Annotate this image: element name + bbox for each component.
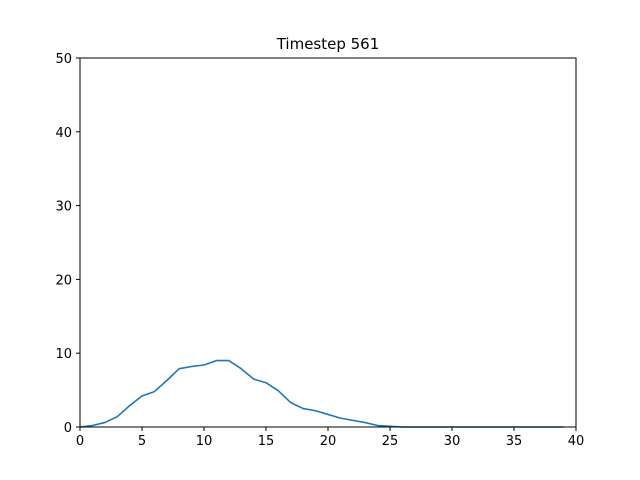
x-tick-label: 10 bbox=[196, 434, 213, 449]
x-tick-label: 30 bbox=[444, 434, 461, 449]
y-tick-label: 0 bbox=[64, 421, 72, 436]
x-tick-label: 5 bbox=[138, 434, 146, 449]
x-tick-label: 0 bbox=[76, 434, 84, 449]
series-line bbox=[79, 359, 564, 428]
y-axis: 0 10 20 30 40 50 bbox=[55, 52, 80, 436]
chart-title: Timestep 561 bbox=[276, 35, 380, 53]
x-tick-label: 40 bbox=[568, 434, 585, 449]
x-tick-label: 25 bbox=[382, 434, 399, 449]
y-tick-label: 10 bbox=[55, 347, 72, 362]
y-tick-label: 30 bbox=[55, 200, 72, 215]
x-tick-label: 15 bbox=[258, 434, 275, 449]
x-tick-label: 20 bbox=[320, 434, 337, 449]
y-tick-label: 20 bbox=[55, 273, 72, 288]
series-layer bbox=[79, 359, 564, 428]
x-tick-label: 35 bbox=[506, 434, 523, 449]
plot-frame bbox=[79, 57, 577, 428]
y-tick-label: 50 bbox=[55, 52, 72, 67]
x-axis: 0 5 10 15 20 25 30 35 40 bbox=[76, 427, 584, 449]
y-tick-label: 40 bbox=[55, 126, 72, 141]
